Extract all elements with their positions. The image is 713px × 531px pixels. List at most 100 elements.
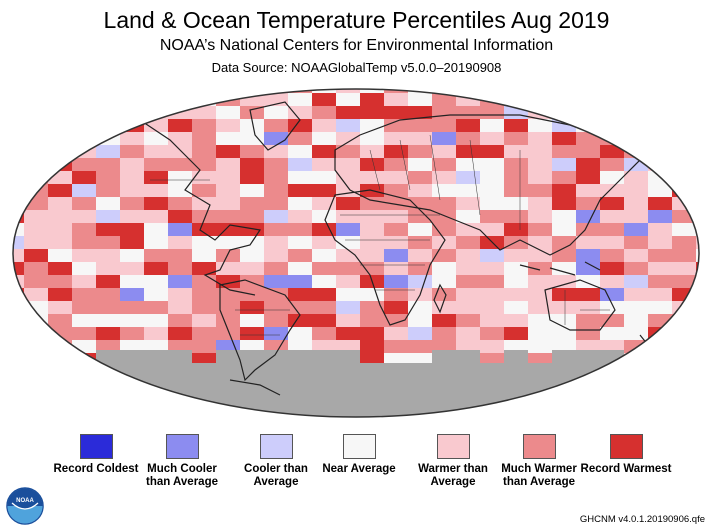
map-cell <box>72 145 96 158</box>
map-cell <box>168 119 192 132</box>
map-cell <box>384 327 408 340</box>
legend-label: Near Average <box>322 463 396 475</box>
map-cell-missing <box>600 350 624 363</box>
map-cell <box>168 184 192 197</box>
map-cell <box>192 197 216 210</box>
map-cell <box>672 89 696 93</box>
map-cell <box>216 106 240 119</box>
map-cell-missing <box>168 350 192 363</box>
map-cell <box>168 223 192 236</box>
map-cell <box>504 119 528 132</box>
map-cell <box>456 223 480 236</box>
map-cell <box>168 340 192 353</box>
map-cell <box>72 327 96 340</box>
map-cell <box>24 288 48 301</box>
map-cell <box>456 184 480 197</box>
svg-text:NOAA: NOAA <box>16 498 34 504</box>
map-cell <box>216 223 240 236</box>
map-cell <box>696 132 699 145</box>
map-cell <box>360 236 384 249</box>
map-cell <box>456 171 480 184</box>
map-cell <box>576 197 600 210</box>
map-cell <box>480 145 504 158</box>
map-cell <box>312 275 336 288</box>
map-title: Land & Ocean Temperature Percentiles Aug… <box>103 7 610 33</box>
map-cell <box>96 89 120 93</box>
map-cell <box>360 340 384 353</box>
map-cell <box>72 249 96 262</box>
map-cell <box>288 340 312 353</box>
legend-label: Much Cooler than Average <box>145 463 218 488</box>
map-cell <box>72 158 96 171</box>
map-cell <box>672 171 696 184</box>
map-cell <box>600 197 624 210</box>
map-cell <box>384 93 408 106</box>
map-cell <box>480 210 504 223</box>
map-cell <box>72 314 96 327</box>
map-cell <box>48 262 72 275</box>
map-cell <box>528 301 552 314</box>
globe-outline <box>12 88 700 418</box>
map-cell <box>480 89 504 93</box>
map-cell <box>312 145 336 158</box>
map-cell <box>552 236 576 249</box>
map-cell <box>408 275 432 288</box>
map-cell <box>264 184 288 197</box>
map-cell <box>480 106 504 119</box>
map-cell <box>144 210 168 223</box>
map-cell <box>552 184 576 197</box>
map-cell <box>408 93 432 106</box>
map-cell <box>600 340 624 353</box>
map-cell <box>96 288 120 301</box>
map-cell <box>432 89 456 93</box>
map-cell <box>96 145 120 158</box>
map-cell <box>13 93 24 106</box>
map-cell <box>48 249 72 262</box>
map-cell <box>72 262 96 275</box>
map-cell <box>648 262 672 275</box>
map-cell <box>288 171 312 184</box>
map-cell <box>120 275 144 288</box>
map-cell <box>672 184 696 197</box>
map-cell <box>624 327 648 340</box>
map-cell <box>576 288 600 301</box>
map-cell <box>288 275 312 288</box>
map-cell <box>192 171 216 184</box>
map-cell <box>360 145 384 158</box>
map-cell-missing <box>96 350 120 363</box>
map-cell <box>384 288 408 301</box>
map-cell <box>216 145 240 158</box>
map-cell <box>624 197 648 210</box>
map-cell <box>96 158 120 171</box>
map-cell <box>408 249 432 262</box>
map-cell <box>264 158 288 171</box>
map-cell <box>360 314 384 327</box>
map-cell <box>408 327 432 340</box>
map-cell <box>600 106 624 119</box>
map-cell <box>24 340 48 353</box>
map-cell <box>456 197 480 210</box>
map-cell <box>96 249 120 262</box>
map-cell <box>696 145 699 158</box>
map-cell <box>480 197 504 210</box>
map-cell <box>120 171 144 184</box>
country-borders <box>150 134 610 336</box>
map-cell <box>384 223 408 236</box>
map-cell <box>312 171 336 184</box>
map-cell <box>168 327 192 340</box>
map-cell <box>24 262 48 275</box>
map-cell <box>672 106 696 119</box>
map-cell <box>696 353 699 366</box>
map-cell <box>96 119 120 132</box>
map-cell <box>456 158 480 171</box>
map-cell <box>384 301 408 314</box>
map-cell <box>624 171 648 184</box>
map-cell <box>336 327 360 340</box>
map-cell <box>96 210 120 223</box>
map-cell <box>144 145 168 158</box>
map-cell <box>648 119 672 132</box>
map-cell <box>24 106 48 119</box>
map-cell <box>672 353 696 366</box>
map-cell <box>432 119 456 132</box>
map-cell <box>336 288 360 301</box>
